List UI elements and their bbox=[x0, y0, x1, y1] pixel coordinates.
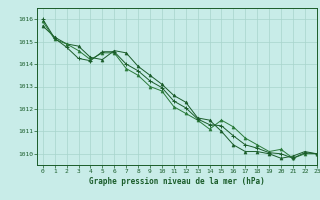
X-axis label: Graphe pression niveau de la mer (hPa): Graphe pression niveau de la mer (hPa) bbox=[89, 177, 265, 186]
